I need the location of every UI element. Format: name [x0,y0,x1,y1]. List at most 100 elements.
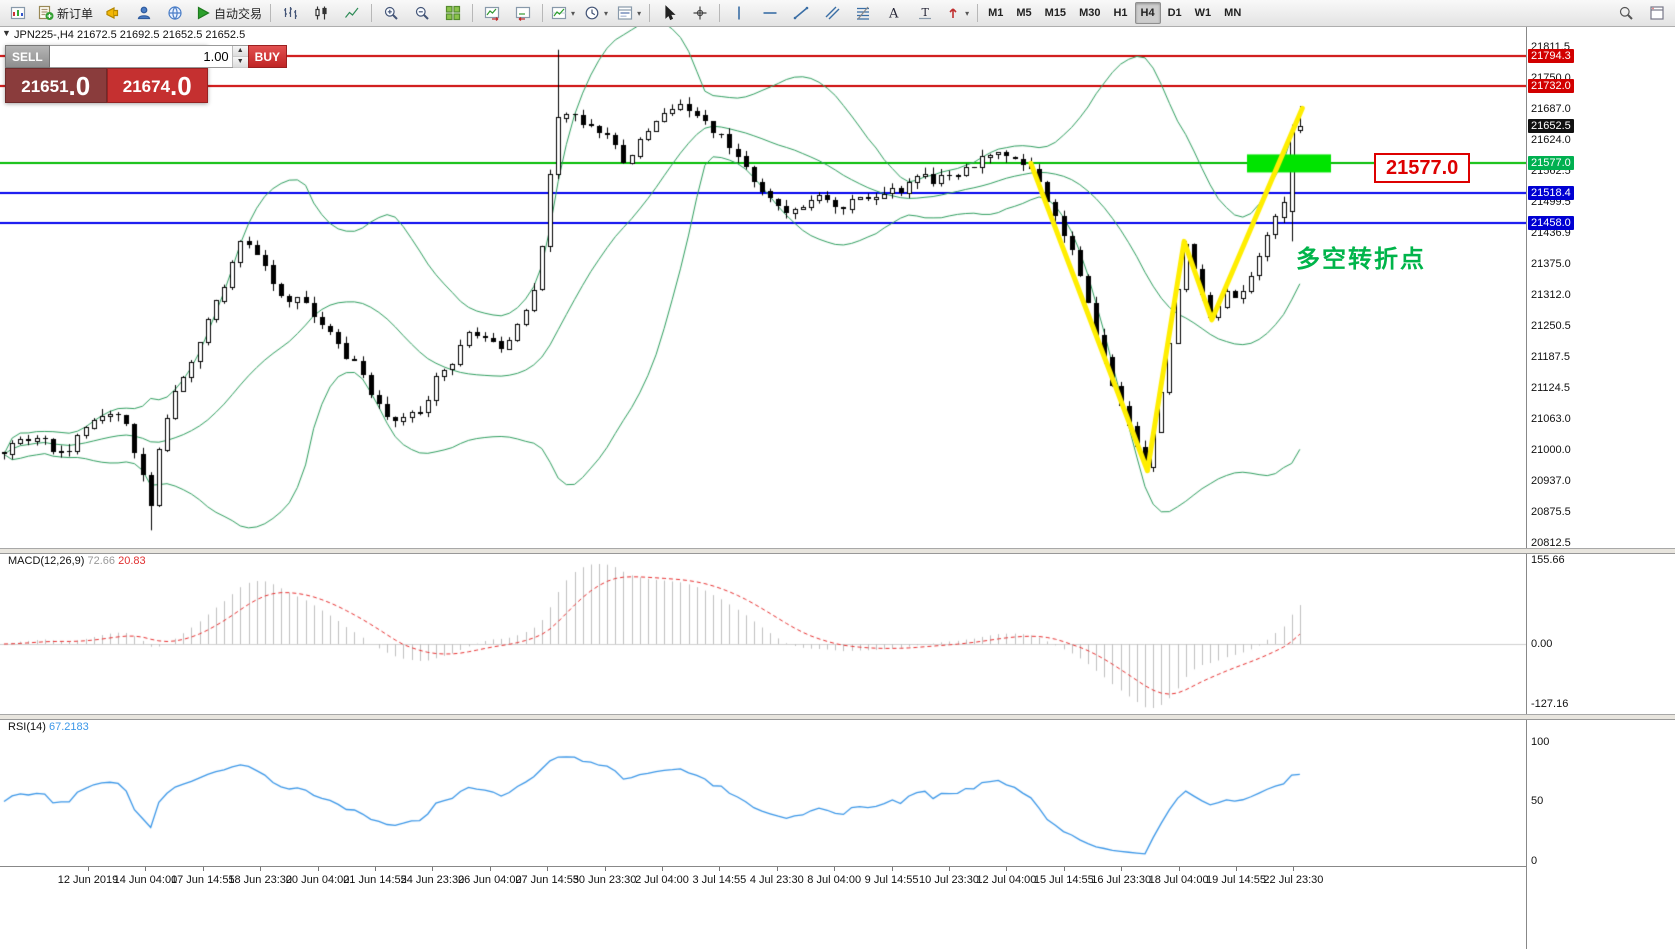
time-axis-label: 15 Jul 14:55 [1033,874,1094,886]
macd-tick-label: 155.66 [1531,554,1565,566]
volume-increase-button[interactable]: ▲ [232,46,248,57]
periods-button[interactable]: ▾ [580,1,612,25]
indicators-button[interactable]: ▾ [547,1,579,25]
price-tick-label: 21124.5 [1531,382,1570,395]
bars-chart-icon [282,5,298,21]
macd-canvas[interactable] [0,552,1526,714]
time-tick [1236,867,1237,871]
timeframe-m30-button[interactable]: M30 [1079,7,1101,19]
label-button[interactable]: T [910,1,940,25]
zoom-in-button[interactable] [376,1,406,25]
price-axis-column[interactable]: 21811.5 21750.0 21687.0 21624.0 21562.5 21499… [1526,27,1675,949]
channel-button[interactable] [817,1,847,25]
panel-splitter[interactable] [0,714,1675,720]
crosshair-button[interactable] [685,1,715,25]
buy-price-display[interactable]: 21674.0 [106,68,208,103]
time-axis-label: 27 Jun 14:55 [515,874,579,886]
candles-chart-icon [313,5,329,21]
toolbar: 新订单 自动交易 ▾ ▾ ▾ A T ▾ M1 M5 M15 M30 H1 H4 D1 W1 MN [0,0,1675,27]
vline-button[interactable] [724,1,754,25]
timeframe-m15-button[interactable]: M15 [1044,7,1067,19]
time-tick [662,867,663,871]
zoom-out-icon [414,5,430,21]
chart-app-button[interactable] [3,1,33,25]
timeframe-w1-button[interactable]: W1 [1194,7,1212,19]
timeframe-m5-button[interactable]: M5 [1016,7,1032,19]
time-tick [145,867,147,871]
buy-button[interactable]: BUY [247,45,288,68]
timeframe-mn-button[interactable]: MN [1224,7,1242,19]
timeframe-d1-button[interactable]: D1 [1167,7,1182,19]
main-chart-canvas[interactable] [0,27,1526,548]
sell-price-display[interactable]: 21651.0 [5,68,107,103]
zoom-in-icon [383,5,399,21]
price-tick-label: 21187.5 [1531,350,1570,363]
auto-scroll-button[interactable] [477,1,507,25]
price-tick-label: 21063.0 [1531,412,1571,425]
time-tick [317,867,319,871]
collapse-trade-panel-arrow[interactable]: ▼ [2,28,11,38]
time-tick [88,867,89,871]
text-icon: A [886,5,902,22]
new-window-button[interactable] [1642,1,1672,25]
chart-app-icon [10,5,26,21]
volume-stepper: ▲ ▼ [49,45,248,68]
chart-shift-button[interactable] [508,1,538,25]
volume-input[interactable] [49,46,232,67]
price-tick-label: 21312.0 [1531,289,1571,301]
templates-button[interactable]: ▾ [613,1,645,25]
candles-chart-button[interactable] [306,1,336,25]
arrows-button[interactable]: ▾ [941,1,973,25]
price-badge: 21458.0 [1528,215,1574,230]
hline-icon [762,5,778,21]
line-chart-button[interactable] [337,1,367,25]
time-tick [489,867,491,871]
autoplay-icon [195,5,211,21]
time-tick [891,867,893,871]
macd-tick-label: -127.16 [1531,698,1569,710]
new-order-button[interactable]: 新订单 [34,1,97,25]
buy-price-pips: .0 [170,71,192,101]
time-axis-label: 14 Jun 04:00 [113,874,178,886]
bars-chart-button[interactable] [275,1,305,25]
text-button[interactable]: A [879,1,909,25]
time-axis-label: 26 Jun 04:00 [457,874,522,886]
time-axis-label: 30 Jun 23:30 [572,874,637,886]
dropdown-caret-icon: ▾ [604,8,609,18]
search-button[interactable] [1611,1,1641,25]
main-price-axis[interactable]: 21811.5 21750.0 21687.0 21624.0 21562.5 21499… [1527,27,1675,549]
toolbar-separator [977,4,979,22]
time-axis-label: 9 Jul 14:55 [864,874,919,886]
timeframe-h1-button[interactable]: H1 [1113,7,1128,19]
community-button[interactable] [160,1,190,25]
time-axis-label: 10 Jul 23:30 [919,874,979,886]
volume-decrease-button[interactable]: ▼ [232,57,248,68]
timeframe-h4-button[interactable]: H4 [1134,2,1161,24]
timeframe-m1-button[interactable]: M1 [988,7,1004,19]
time-axis-label: 20 Jun 04:00 [285,874,350,886]
trendline-button[interactable] [786,1,816,25]
macd-label: MACD(12,26,9) 72.66 20.83 [8,555,146,567]
hline-button[interactable] [755,1,785,25]
rsi-panel: RSI(14) 67.2183 [0,718,1526,866]
cursor-button[interactable] [654,1,684,25]
rsi-canvas[interactable] [0,718,1526,866]
fibo-button[interactable] [848,1,878,25]
macd-panel: MACD(12,26,9) 72.66 20.83 [0,552,1526,714]
tile-windows-button[interactable] [438,1,468,25]
time-tick [719,867,721,871]
toolbar-separator [542,4,544,22]
price-tick-label: 21687.0 [1531,102,1571,115]
profile-button[interactable] [129,1,159,25]
megaphone-button[interactable] [98,1,128,25]
rsi-label: RSI(14) 67.2183 [8,721,89,733]
time-axis[interactable]: 12 Jun 2019 14 Jun 04:00 17 Jun 14:55 18 Ju… [0,866,1526,950]
autoplay-button[interactable]: 自动交易 [191,1,266,25]
time-axis-label: 17 Jun 14:55 [170,874,235,886]
price-tick-label: 21000.0 [1531,443,1571,456]
zoom-out-button[interactable] [407,1,437,25]
price-level-callout[interactable]: 21577.0 [1374,153,1471,183]
panel-splitter[interactable] [0,548,1675,554]
sell-button[interactable]: SELL [5,45,50,68]
turning-point-annotation: 多空转折点 [1296,246,1426,273]
